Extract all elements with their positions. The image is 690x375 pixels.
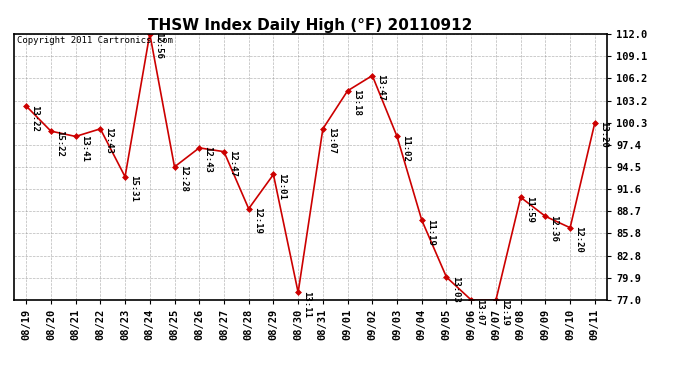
Text: Copyright 2011 Cartronics.com: Copyright 2011 Cartronics.com <box>17 36 172 45</box>
Text: 15:22: 15:22 <box>55 130 64 157</box>
Text: 13:11: 13:11 <box>302 291 311 318</box>
Text: 12:20: 12:20 <box>574 226 583 253</box>
Text: 12:43: 12:43 <box>104 128 113 154</box>
Text: 15:31: 15:31 <box>129 176 138 202</box>
Title: THSW Index Daily High (°F) 20110912: THSW Index Daily High (°F) 20110912 <box>148 18 473 33</box>
Text: 11:59: 11:59 <box>525 196 534 223</box>
Text: 13:18: 13:18 <box>352 89 361 116</box>
Text: 12:28: 12:28 <box>179 165 188 192</box>
Text: 11:02: 11:02 <box>401 135 410 162</box>
Text: 13:41: 13:41 <box>80 135 89 162</box>
Text: 13:03: 13:03 <box>451 276 460 303</box>
Text: 13:07: 13:07 <box>327 128 336 154</box>
Text: 13:20: 13:20 <box>599 122 608 148</box>
Text: 12:56: 12:56 <box>154 32 163 59</box>
Text: 13:07: 13:07 <box>475 298 484 326</box>
Text: 12:47: 12:47 <box>228 150 237 177</box>
Text: 12:43: 12:43 <box>204 147 213 173</box>
Text: 13:47: 13:47 <box>377 74 386 101</box>
Text: 11:19: 11:19 <box>426 219 435 246</box>
Text: 12:19: 12:19 <box>253 207 262 234</box>
Text: 12:01: 12:01 <box>277 173 286 200</box>
Text: 13:22: 13:22 <box>30 105 39 132</box>
Text: 12:36: 12:36 <box>549 215 558 242</box>
Text: 12:19: 12:19 <box>500 298 509 326</box>
